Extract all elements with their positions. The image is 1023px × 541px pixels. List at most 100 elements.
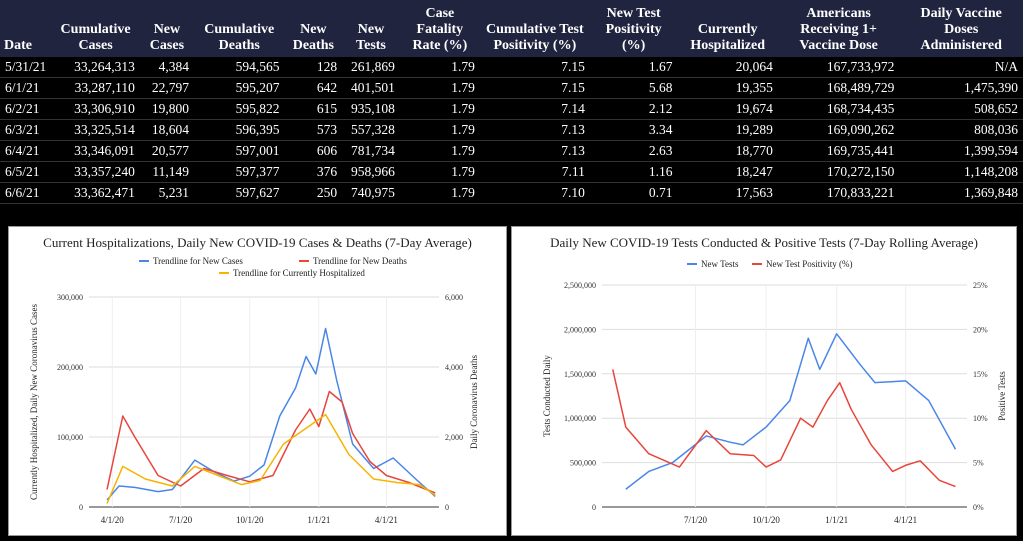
legend-entry: Trendline for New Cases — [153, 256, 243, 266]
table-cell: N/A — [899, 57, 1023, 78]
table-cell: 1.16 — [589, 161, 678, 183]
table-cell: 573 — [284, 119, 343, 141]
table-cell: 33,362,471 — [51, 182, 140, 204]
table-cell: 33,357,240 — [51, 161, 140, 183]
table-cell: 1,148,208 — [899, 161, 1023, 183]
x-tick-label: 1/1/21 — [825, 515, 848, 525]
table-cell: 18,770 — [677, 140, 778, 162]
y2-axis-label: Daily Coronavirus Deaths — [469, 355, 479, 449]
table-cell: 642 — [284, 77, 343, 99]
table-cell: 19,289 — [677, 119, 778, 141]
y-tick-label: 2,000,000 — [564, 325, 596, 334]
table-cell: 401,501 — [342, 77, 400, 99]
table-cell: 594,565 — [193, 57, 285, 78]
y2-tick-label: 25% — [973, 281, 988, 290]
y-tick-label: 2,500,000 — [564, 281, 596, 290]
table-cell: 0.71 — [589, 182, 678, 204]
table-header: Date Cumulative Cases New Cases Cumulative … — [0, 0, 1023, 57]
y-tick-label: 300,000 — [57, 293, 83, 302]
table-cell: 169,090,262 — [777, 119, 900, 141]
table-cell: 1.79 — [399, 140, 480, 162]
x-tick-label: 1/1/21 — [307, 515, 330, 525]
table-cell: 1.79 — [399, 77, 480, 99]
table-cell: 168,734,435 — [777, 98, 900, 120]
y2-tick-label: 0% — [973, 503, 984, 512]
table-cell: 6/2/21 — [0, 98, 52, 120]
table-cell: 1.67 — [589, 57, 678, 78]
legend-entry: New Test Positivity (%) — [766, 259, 852, 269]
table-cell: 808,036 — [899, 119, 1023, 141]
column-header: Cumulative Deaths — [204, 22, 275, 53]
table-cell: 606 — [284, 140, 343, 162]
table-cell: 597,001 — [193, 140, 285, 162]
table-cell: 18,247 — [677, 161, 778, 183]
table-cell: 18,604 — [139, 119, 194, 141]
legend-entry: Trendline for New Deaths — [313, 256, 407, 266]
column-header: Currently Hospitalized — [690, 22, 765, 53]
column-header: New Deaths — [292, 22, 334, 53]
table-cell: 2.12 — [589, 98, 678, 120]
table-cell: 7.10 — [479, 182, 590, 204]
table-cell: 7.11 — [479, 161, 590, 183]
y-tick-label: 100,000 — [57, 433, 83, 442]
table-cell: 17,563 — [677, 182, 778, 204]
table-cell: 376 — [284, 161, 343, 183]
y-tick-label: 500,000 — [570, 459, 596, 468]
table-row: 6/2/21 33,306,910 19,800 595,822 615 935,108 1… — [0, 98, 1023, 120]
column-header: New Tests — [356, 22, 386, 53]
x-tick-label: 7/1/20 — [169, 515, 193, 525]
table-cell: 33,325,514 — [51, 119, 140, 141]
x-tick-label: 10/1/20 — [752, 515, 780, 525]
table-cell: 19,674 — [677, 98, 778, 120]
table-cell: 958,966 — [342, 161, 400, 183]
y2-tick-label: 15% — [973, 370, 988, 379]
legend-entry: New Tests — [701, 259, 739, 269]
table-cell: 1.79 — [399, 57, 480, 78]
y2-tick-label: 6,000 — [445, 293, 463, 302]
y-axis-label: Currently Hospitalized, Daily New Corona… — [29, 304, 39, 500]
column-header: Daily Vaccine Doses Administered — [920, 6, 1002, 53]
table-row: 6/1/21 33,287,110 22,797 595,207 642 401,501 1… — [0, 77, 1023, 99]
table-cell: 1.79 — [399, 119, 480, 141]
table-cell: 19,355 — [677, 77, 778, 99]
y2-tick-label: 4,000 — [445, 363, 463, 372]
covid-data-table: Date Cumulative Cases New Cases Cumulative … — [0, 0, 1023, 204]
table-cell: 11,149 — [139, 161, 194, 183]
table-cell: 2.63 — [589, 140, 678, 162]
table-cell: 7.15 — [479, 77, 590, 99]
table-cell: 6/3/21 — [0, 119, 52, 141]
chart-tests: Daily New COVID-19 Tests Conducted & Pos… — [542, 235, 1007, 525]
chart-cases-deaths: Current Hospitalizations, Daily New COVI… — [29, 235, 479, 525]
table-cell: 781,734 — [342, 140, 400, 162]
y-tick-label: 1,500,000 — [564, 370, 596, 379]
series-line — [106, 327, 436, 501]
chart-title: Daily New COVID-19 Tests Conducted & Pos… — [550, 235, 978, 250]
table-cell: 595,822 — [193, 98, 285, 120]
table-cell: 168,489,729 — [777, 77, 900, 99]
table-cell: 1,369,848 — [899, 182, 1023, 204]
table-cell: 597,627 — [193, 182, 285, 204]
y2-tick-label: 2,000 — [445, 433, 463, 442]
table-cell: 167,733,972 — [777, 57, 900, 78]
y2-tick-label: 0 — [445, 503, 449, 512]
table-cell: 6/5/21 — [0, 161, 52, 183]
table-cell: 22,797 — [139, 77, 194, 99]
x-tick-label: 4/1/20 — [101, 515, 125, 525]
table-cell: 1.79 — [399, 98, 480, 120]
table-cell: 595,207 — [193, 77, 285, 99]
table-cell: 5/31/21 — [0, 57, 52, 78]
table-cell: 169,735,441 — [777, 140, 900, 162]
table-cell: 597,377 — [193, 161, 285, 183]
table-cell: 33,287,110 — [51, 77, 140, 99]
table-cell: 596,395 — [193, 119, 285, 141]
table-cell: 33,346,091 — [51, 140, 140, 162]
x-tick-label: 4/1/21 — [375, 515, 398, 525]
table-cell: 7.14 — [479, 98, 590, 120]
x-tick-label: 7/1/20 — [684, 515, 708, 525]
table-cell: 7.15 — [479, 57, 590, 78]
y2-tick-label: 20% — [973, 325, 988, 334]
table-cell: 33,306,910 — [51, 98, 140, 120]
table-cell: 7.13 — [479, 119, 590, 141]
x-tick-label: 10/1/20 — [236, 515, 264, 525]
table-cell: 6/1/21 — [0, 77, 52, 99]
